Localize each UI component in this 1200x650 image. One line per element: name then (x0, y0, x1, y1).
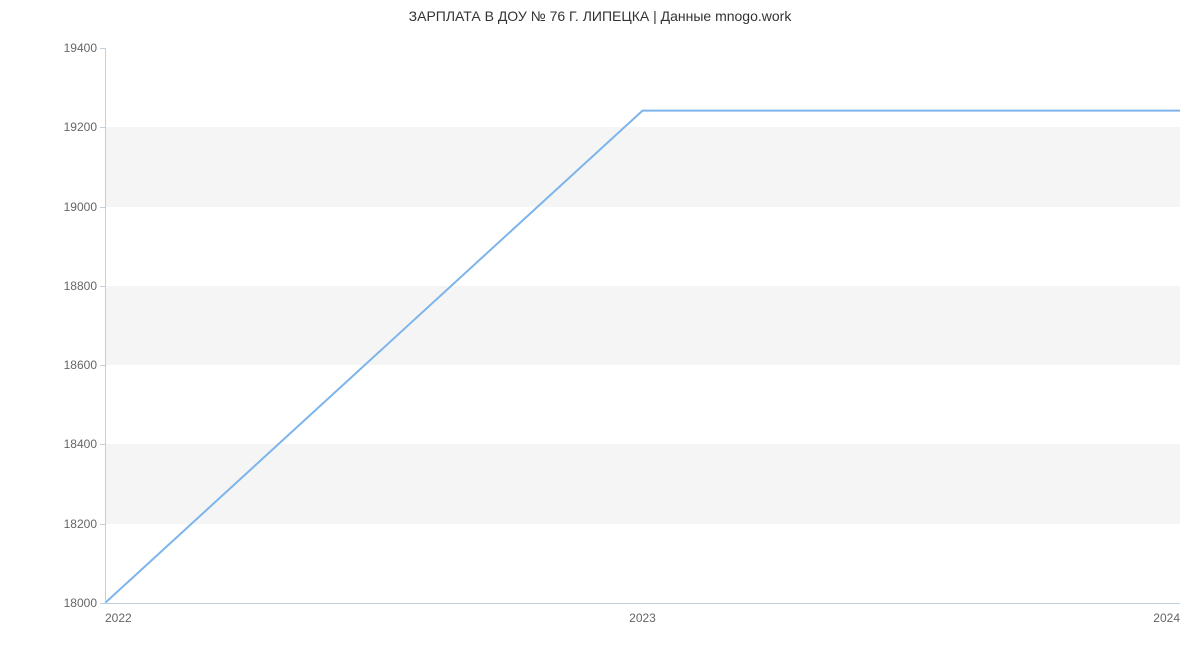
y-tick (100, 286, 105, 287)
x-tick-label: 2023 (629, 611, 656, 625)
y-tick-label: 18000 (64, 596, 97, 610)
salary-chart: ЗАРПЛАТА В ДОУ № 76 Г. ЛИПЕЦКА | Данные … (0, 0, 1200, 650)
plot-area: 1800018200184001860018800190001920019400… (105, 48, 1180, 603)
y-tick (100, 48, 105, 49)
y-tick (100, 365, 105, 366)
x-axis-line (105, 603, 1180, 604)
y-tick-label: 19400 (64, 41, 97, 55)
y-tick-label: 18600 (64, 358, 97, 372)
y-tick-label: 19200 (64, 120, 97, 134)
chart-title: ЗАРПЛАТА В ДОУ № 76 Г. ЛИПЕЦКА | Данные … (0, 8, 1200, 24)
series-line-salary (105, 111, 1180, 603)
y-tick (100, 603, 105, 604)
line-series (105, 48, 1180, 603)
y-tick-label: 18200 (64, 517, 97, 531)
y-tick (100, 444, 105, 445)
y-tick (100, 524, 105, 525)
y-tick (100, 127, 105, 128)
y-tick-label: 19000 (64, 200, 97, 214)
y-tick (100, 207, 105, 208)
x-tick-label: 2024 (1153, 611, 1180, 625)
y-tick-label: 18800 (64, 279, 97, 293)
y-tick-label: 18400 (64, 437, 97, 451)
x-tick-label: 2022 (105, 611, 132, 625)
y-axis-line (105, 48, 106, 603)
